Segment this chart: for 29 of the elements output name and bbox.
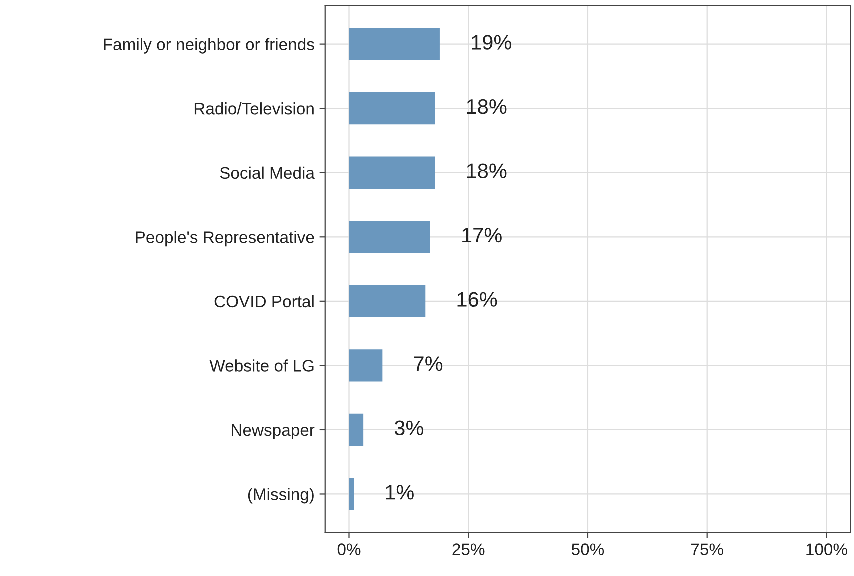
y-tick-label: (Missing) <box>248 488 314 504</box>
data-label: 7% <box>414 356 443 372</box>
x-tick-label: 0% <box>338 544 361 556</box>
data-label: 19% <box>472 35 512 50</box>
y-tick-label: Radio/Television <box>194 102 314 115</box>
bar <box>349 221 430 254</box>
data-label: 3% <box>394 420 424 436</box>
x-tick-label: 100% <box>806 544 848 556</box>
data-label: 18% <box>467 99 507 114</box>
bar <box>349 285 426 318</box>
bar <box>349 350 383 382</box>
x-tick-label: 50% <box>572 544 604 556</box>
x-tick-label: 25% <box>452 544 485 556</box>
bar <box>349 414 364 446</box>
x-tick-label: 75% <box>692 544 724 556</box>
data-label: 1% <box>386 485 414 500</box>
y-tick-label: Family or neighbor or friends <box>104 38 314 54</box>
y-tick-label: Social Media <box>220 166 315 180</box>
data-label: 18% <box>467 164 507 178</box>
y-tick-label: COVID Portal <box>214 295 314 308</box>
data-label: 17% <box>462 228 502 243</box>
y-tick-label: Newspaper <box>232 424 315 440</box>
bar <box>349 478 354 510</box>
bar <box>349 156 436 189</box>
bar <box>349 28 440 60</box>
y-tick-label: People's Representative <box>136 231 314 247</box>
bar <box>349 92 436 125</box>
y-tick-label: Website of LG <box>210 360 314 372</box>
data-label: 16% <box>458 292 498 308</box>
